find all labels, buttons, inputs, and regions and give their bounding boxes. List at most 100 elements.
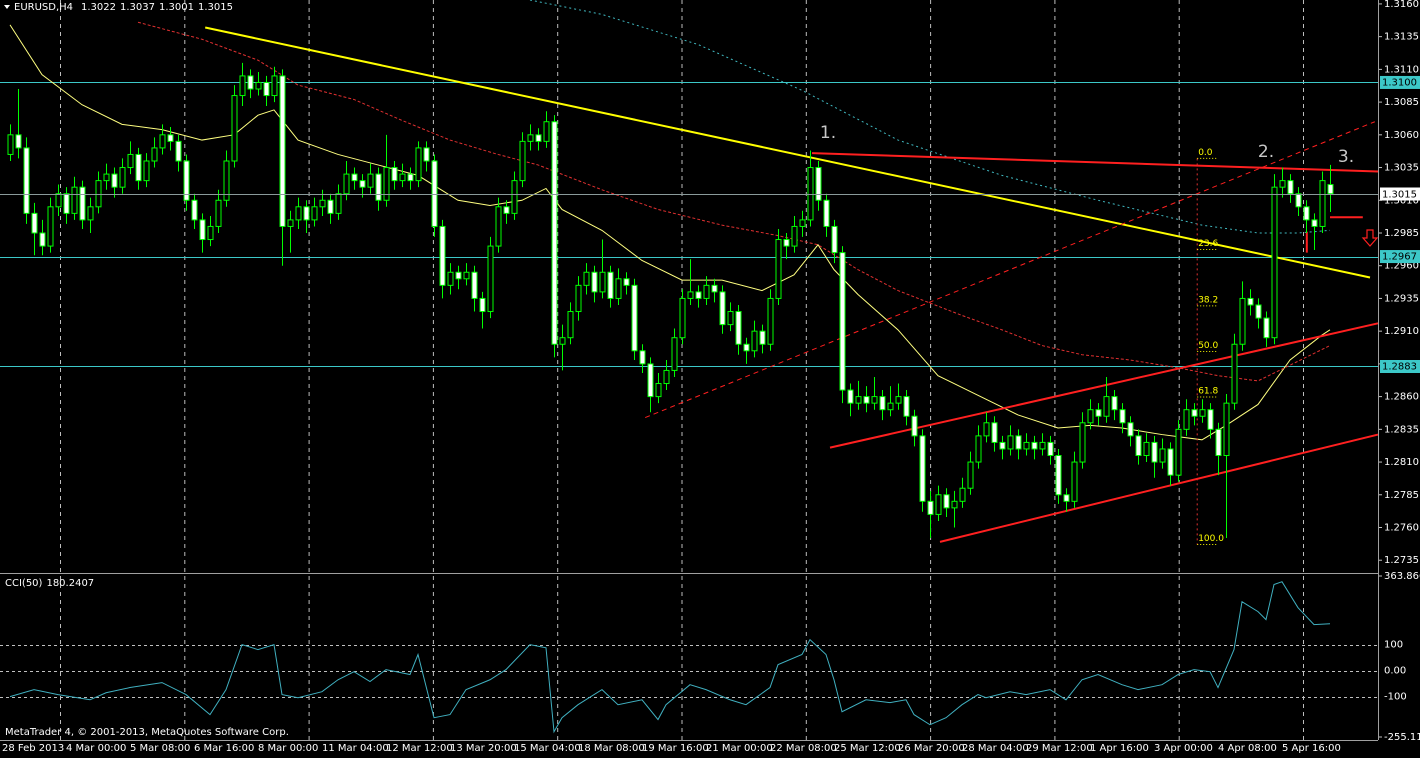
price-label: 1.3015	[1382, 190, 1417, 201]
candle-body	[471, 271, 478, 299]
candle-body	[295, 206, 302, 221]
candle-body	[983, 422, 990, 437]
candle-body	[1207, 409, 1214, 430]
y-tick-label: 1.3010	[1384, 195, 1419, 206]
level-label-box	[1380, 250, 1420, 264]
candle-body	[143, 160, 150, 182]
candle-body	[735, 311, 742, 345]
candle-body	[423, 147, 430, 162]
candle-body	[663, 369, 670, 385]
y-tick-label: 1.2910	[1384, 326, 1419, 337]
candle-body	[279, 75, 286, 227]
candle-body	[1023, 441, 1030, 450]
candle-body	[503, 206, 510, 214]
candle-body	[231, 95, 238, 162]
x-tick-label: 28 Feb 2013	[2, 743, 64, 754]
candle-body	[815, 167, 822, 201]
candle-body	[1111, 396, 1118, 411]
candle-body	[327, 199, 334, 214]
candle-body	[127, 153, 134, 169]
candle-body	[151, 147, 158, 162]
candle-body	[415, 147, 422, 182]
candle-body	[303, 206, 310, 221]
candle-body	[159, 134, 166, 149]
candle-body	[1039, 441, 1046, 450]
candle-body	[607, 271, 614, 299]
candle-body	[591, 271, 598, 293]
menu-triangle	[4, 5, 10, 9]
candle-body	[63, 193, 70, 214]
candle-body	[7, 134, 14, 155]
x-tick-label: 4 Mar 00:00	[66, 743, 126, 754]
candle-body	[223, 160, 230, 201]
candle-body	[583, 271, 590, 286]
candle-body	[1255, 304, 1262, 319]
candle-body	[1159, 448, 1166, 463]
candle-body	[575, 284, 582, 313]
candle-body	[767, 297, 774, 345]
candle-body	[167, 134, 174, 142]
cci-tick-label: -100	[1384, 692, 1407, 703]
candle-body	[791, 225, 798, 247]
candle-body	[383, 167, 390, 201]
annotation: 3.	[1338, 147, 1354, 167]
candle-body	[911, 415, 918, 437]
candle-body	[1247, 297, 1254, 306]
annotation: 2.	[1258, 142, 1274, 162]
candle-body	[1007, 435, 1014, 450]
candle-body	[1311, 219, 1318, 227]
candle-body	[727, 311, 734, 326]
candle-body	[183, 160, 190, 201]
candle-body	[863, 396, 870, 404]
candle-body	[1183, 409, 1190, 430]
candle-body	[903, 396, 910, 417]
candle-body	[1191, 409, 1198, 417]
candle-body	[55, 193, 62, 208]
ohlc-value: 1.3037	[120, 2, 155, 13]
candle-body	[335, 193, 342, 214]
candle-body	[1071, 461, 1078, 502]
y-tick-label: 1.2810	[1384, 457, 1419, 468]
candle-body	[615, 278, 622, 299]
x-tick-label: 26 Mar 20:00	[898, 743, 965, 754]
price-label-box	[1380, 187, 1420, 201]
candle-body	[15, 134, 22, 149]
y-tick-label: 1.2860	[1384, 392, 1419, 403]
x-tick-label: 22 Mar 08:00	[770, 743, 837, 754]
y-tick-label: 1.2935	[1384, 293, 1419, 304]
candle-body	[647, 363, 654, 398]
fib-level-label: 0.0	[1198, 148, 1213, 158]
candle-body	[599, 271, 606, 293]
candle-body	[487, 245, 494, 313]
x-tick-label: 13 Mar 20:00	[450, 743, 517, 754]
candle-body	[95, 180, 102, 208]
candle-body	[1055, 455, 1062, 496]
trendline	[811, 152, 1379, 173]
candle-body	[1087, 409, 1094, 424]
candle-body	[695, 291, 702, 299]
candle-body	[1231, 343, 1238, 404]
fib-level-label: 38.2	[1198, 295, 1218, 305]
y-tick-label: 1.3035	[1384, 163, 1419, 174]
x-tick-label: 8 Mar 00:00	[258, 743, 318, 754]
candle-body	[807, 167, 814, 221]
candle-body	[567, 311, 574, 339]
candle-body	[119, 167, 126, 188]
y-tick-label: 1.2985	[1384, 228, 1419, 239]
y-tick-label: 1.2835	[1384, 424, 1419, 435]
fib-level-label: 61.8	[1198, 387, 1218, 397]
candle-body	[535, 134, 542, 142]
candle-body	[871, 396, 878, 404]
candle-body	[1127, 422, 1134, 437]
candle-body	[207, 225, 214, 241]
candle-body	[679, 297, 686, 339]
candle-body	[1103, 396, 1110, 417]
x-tick-label: 1 Apr 16:00	[1090, 743, 1149, 754]
candle-body	[367, 173, 374, 188]
candle-body	[823, 199, 830, 227]
x-tick-label: 19 Mar 16:00	[642, 743, 709, 754]
candle-body	[399, 173, 406, 182]
candle-body	[1175, 428, 1182, 476]
candle-body	[311, 206, 318, 221]
